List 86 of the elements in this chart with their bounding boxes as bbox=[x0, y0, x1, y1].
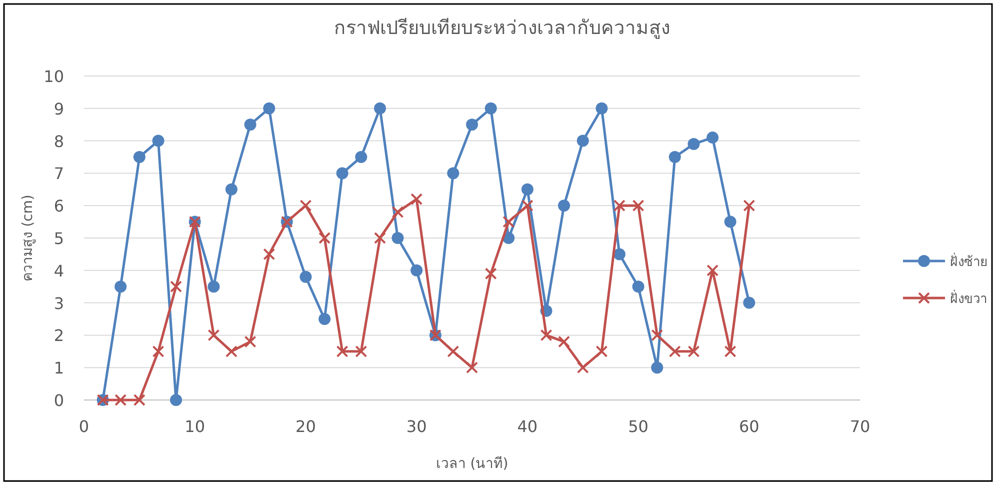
point bbox=[447, 167, 460, 180]
point bbox=[558, 336, 570, 348]
point bbox=[466, 362, 478, 374]
point bbox=[484, 102, 497, 114]
point bbox=[668, 151, 681, 163]
point bbox=[540, 329, 552, 342]
point bbox=[244, 118, 256, 131]
y-tick-label: 9 bbox=[54, 99, 64, 118]
point bbox=[355, 345, 368, 358]
point bbox=[447, 345, 460, 358]
point bbox=[392, 206, 404, 218]
point bbox=[336, 345, 348, 358]
point bbox=[336, 167, 348, 180]
point bbox=[576, 134, 589, 147]
point bbox=[318, 313, 331, 325]
y-tick-label: 6 bbox=[54, 196, 64, 216]
y-tick-label: 7 bbox=[54, 164, 64, 184]
point bbox=[484, 268, 497, 280]
x-tick-label: 10 bbox=[184, 417, 206, 436]
point bbox=[613, 248, 626, 260]
point bbox=[355, 151, 368, 163]
point bbox=[318, 232, 331, 244]
point bbox=[466, 118, 478, 131]
point bbox=[688, 345, 700, 358]
point bbox=[576, 362, 589, 374]
point bbox=[300, 200, 312, 212]
legend-label: ฝั่งขวา bbox=[950, 290, 987, 307]
point bbox=[558, 200, 570, 212]
x-axis-title: เวลา (นาที) bbox=[436, 456, 508, 472]
point bbox=[410, 193, 423, 206]
point bbox=[668, 345, 681, 358]
point bbox=[502, 216, 515, 228]
point bbox=[706, 264, 719, 276]
point bbox=[263, 248, 276, 260]
x-tick-label: 0 bbox=[78, 417, 90, 436]
chart-title: กราฟเปรียบเทียบระหว่างเวลากับความสูง bbox=[334, 17, 670, 39]
point bbox=[263, 102, 276, 114]
point bbox=[410, 264, 423, 276]
y-axis-title: ความสูง (cm) bbox=[20, 194, 36, 282]
y-tick-label: 10 bbox=[44, 67, 64, 86]
point bbox=[392, 232, 404, 244]
y-tick-label: 8 bbox=[54, 132, 64, 151]
y-tick-label: 2 bbox=[54, 326, 64, 346]
point bbox=[651, 362, 664, 374]
point bbox=[300, 270, 312, 283]
point bbox=[706, 132, 719, 144]
point bbox=[170, 280, 182, 293]
point bbox=[688, 138, 700, 150]
y-tick-label: 0 bbox=[54, 391, 64, 410]
point bbox=[114, 280, 127, 293]
y-tick-label: 1 bbox=[54, 358, 64, 378]
x-tick-label: 70 bbox=[850, 417, 870, 436]
point bbox=[133, 394, 146, 406]
point bbox=[724, 345, 736, 358]
y-tick-label: 5 bbox=[54, 229, 64, 248]
x-tick-label: 40 bbox=[517, 417, 538, 436]
point bbox=[596, 345, 608, 358]
point bbox=[374, 102, 386, 114]
y-tick-label: 3 bbox=[54, 294, 64, 313]
point bbox=[613, 200, 626, 212]
y-tick-label: 4 bbox=[54, 261, 64, 280]
x-tick-label: 50 bbox=[628, 417, 648, 436]
legend-label: ฝั่งซ้าย bbox=[950, 253, 988, 270]
point bbox=[632, 280, 644, 293]
point bbox=[521, 183, 534, 196]
point bbox=[724, 216, 736, 228]
point bbox=[244, 336, 256, 348]
point bbox=[133, 151, 146, 163]
x-tick-label: 20 bbox=[296, 417, 316, 436]
point bbox=[225, 183, 238, 196]
point bbox=[114, 394, 127, 406]
point bbox=[208, 280, 220, 293]
point bbox=[374, 232, 386, 244]
point bbox=[596, 102, 608, 114]
point bbox=[170, 394, 182, 406]
point bbox=[208, 329, 220, 342]
point bbox=[743, 200, 756, 212]
x-tick-label: 60 bbox=[738, 417, 760, 436]
point bbox=[632, 200, 644, 212]
x-tick-label: 30 bbox=[406, 417, 427, 436]
point bbox=[651, 329, 664, 342]
point bbox=[743, 296, 756, 309]
point bbox=[521, 200, 534, 212]
point bbox=[225, 345, 238, 358]
point bbox=[152, 345, 164, 358]
point bbox=[152, 134, 164, 147]
